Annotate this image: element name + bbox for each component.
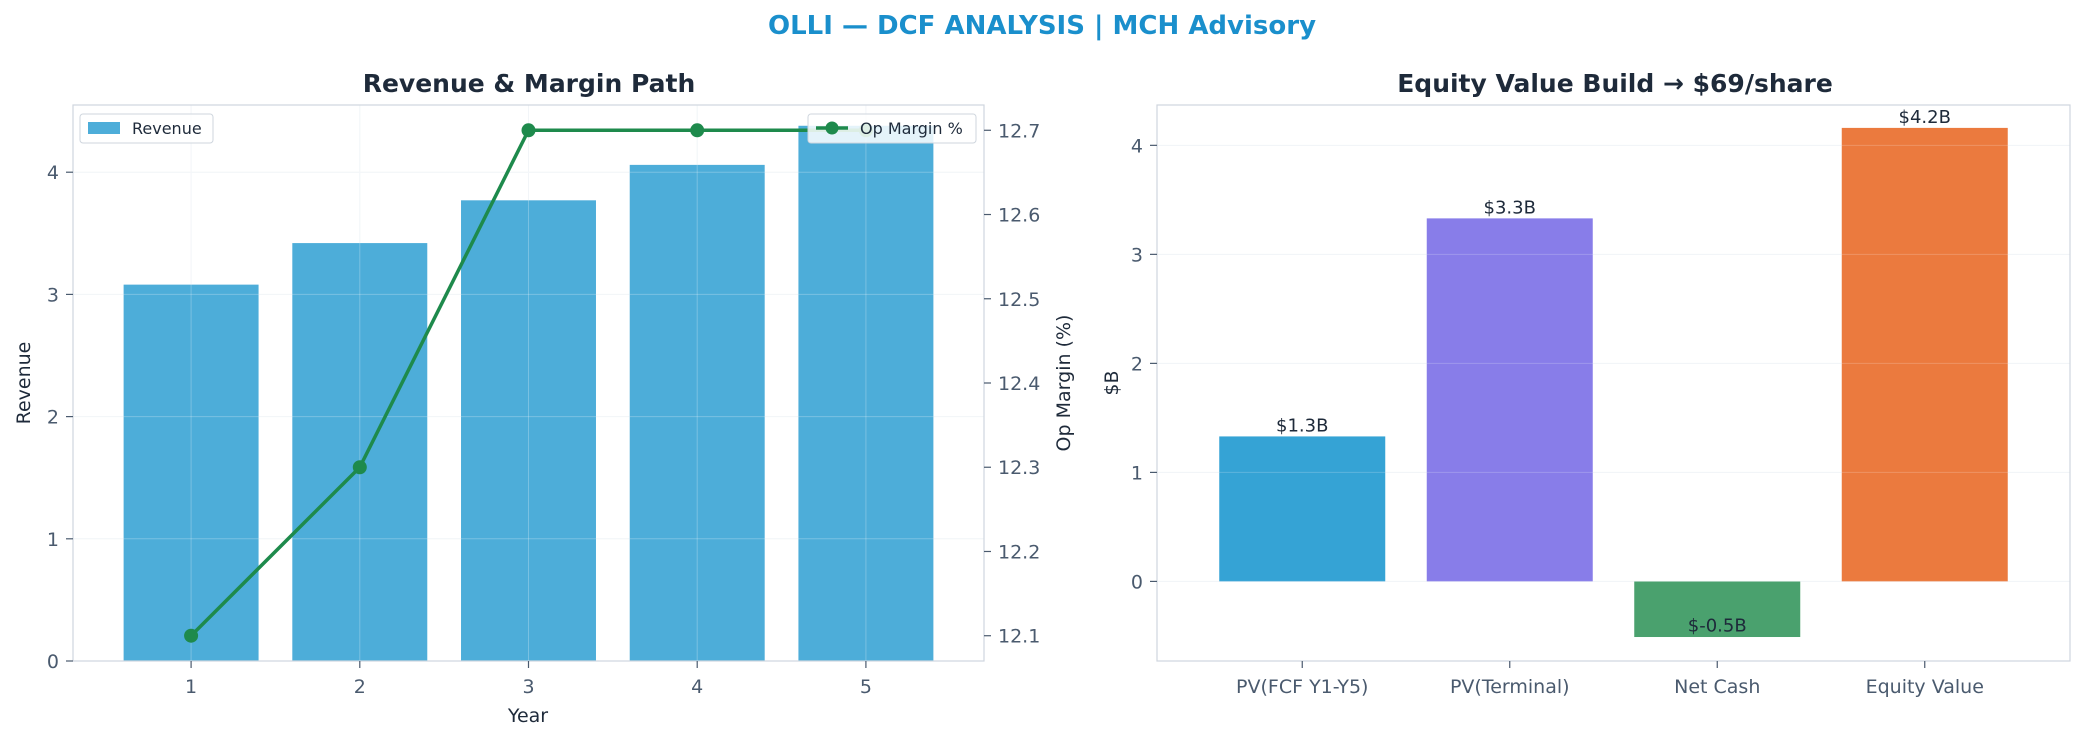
equity-data-label: $4.2B (1899, 107, 1951, 128)
equity-data-label: $-0.5B (1688, 615, 1747, 636)
revenue-y-tick-label: 0 (47, 651, 59, 673)
margin-y-tick-label: 12.4 (998, 373, 1040, 395)
revenue-legend-box (79, 113, 214, 144)
revenue-legend-label: Revenue (132, 119, 202, 138)
revenue-bar (123, 284, 259, 661)
margin-y-axis-label: Op Margin (%) (1053, 315, 1075, 452)
equity-bar (1426, 218, 1593, 582)
revenue-y-tick-label: 4 (47, 162, 59, 184)
revenue-y-tick-label: 2 (47, 407, 59, 429)
equity-x-tick-label: PV(Terminal) (1450, 676, 1570, 698)
revenue-x-tick-label: 5 (860, 676, 872, 698)
revenue-x-tick-label: 4 (691, 676, 703, 698)
revenue-y-tick-label: 3 (47, 284, 59, 306)
equity-bar (1841, 127, 2008, 582)
revenue-x-tick-label: 1 (185, 676, 197, 698)
margin-y-tick-label: 12.6 (998, 205, 1040, 227)
equity-x-ticks: PV(FCF Y1-Y5) PV(Terminal) Net Cash Equity … (1236, 661, 1984, 698)
revenue-y-tick-label: 1 (47, 529, 59, 551)
margin-y-tick-label: 12.1 (998, 626, 1040, 648)
equity-bars (1157, 127, 2070, 638)
equity-bar (1634, 581, 1801, 638)
revenue-legend-swatch (88, 122, 120, 134)
op-margin-point (690, 123, 705, 138)
equity-y-tick-label: 4 (1131, 135, 1143, 157)
revenue-y-ticks: 0 1 2 3 4 (47, 162, 73, 673)
equity-y-tick-label: 0 (1131, 571, 1143, 593)
margin-legend-box (807, 113, 977, 144)
page-title: OLLI — DCF ANALYSIS | MCH Advisory (768, 11, 1316, 41)
equity-y-tick-label: 2 (1131, 353, 1143, 375)
equity-data-label: $3.3B (1484, 197, 1536, 218)
equity-x-tick-label: Equity Value (1866, 676, 1984, 698)
equity-plot-frame (1156, 104, 2071, 662)
equity-data-labels: $1.3B $3.3B $-0.5B $4.2B (1276, 107, 1951, 637)
revenue-bar (292, 243, 428, 662)
equity-bar (1219, 436, 1386, 582)
equity-data-label: $1.3B (1276, 415, 1328, 436)
op-margin-point (184, 628, 199, 643)
revenue-bar (629, 164, 765, 661)
margin-y-tick-label: 12.5 (998, 289, 1040, 311)
op-margin-point (521, 123, 536, 138)
equity-y-tick-label: 3 (1131, 244, 1143, 266)
revenue-chart-title: Revenue & Margin Path (363, 69, 696, 98)
revenue-bar (798, 125, 934, 662)
revenue-legend: Revenue (79, 113, 214, 144)
margin-y-ticks: 12.1 12.2 12.3 12.4 12.5 12.6 12.7 (984, 120, 1040, 648)
equity-x-tick-label: PV(FCF Y1-Y5) (1236, 676, 1368, 698)
revenue-x-axis-label: Year (507, 705, 548, 727)
op-margin-point (352, 460, 367, 475)
revenue-x-ticks: 1 2 3 4 5 (185, 661, 872, 698)
equity-y-tick-label: 1 (1131, 462, 1143, 484)
revenue-bar (461, 200, 596, 662)
margin-legend: Op Margin % (807, 113, 977, 144)
margin-legend-label: Op Margin % (860, 119, 963, 138)
equity-x-tick-label: Net Cash (1674, 676, 1760, 698)
equity-y-ticks: 0 1 2 3 4 (1131, 135, 1157, 593)
revenue-x-tick-label: 3 (522, 676, 534, 698)
margin-y-tick-label: 12.3 (998, 457, 1040, 479)
equity-chart-title: Equity Value Build → $69/share (1397, 69, 1833, 98)
equity-value-chart: Equity Value Build → $69/share $1.3B $3.3… (1101, 69, 2071, 698)
margin-legend-marker (825, 121, 839, 135)
margin-y-tick-label: 12.7 (998, 120, 1040, 142)
op-margin-line (184, 123, 873, 643)
equity-y-axis-label: $B (1101, 370, 1123, 395)
margin-y-tick-label: 12.2 (998, 541, 1040, 563)
revenue-x-tick-label: 2 (354, 676, 366, 698)
revenue-bars (73, 105, 984, 662)
revenue-y-axis-label: Revenue (13, 342, 35, 425)
